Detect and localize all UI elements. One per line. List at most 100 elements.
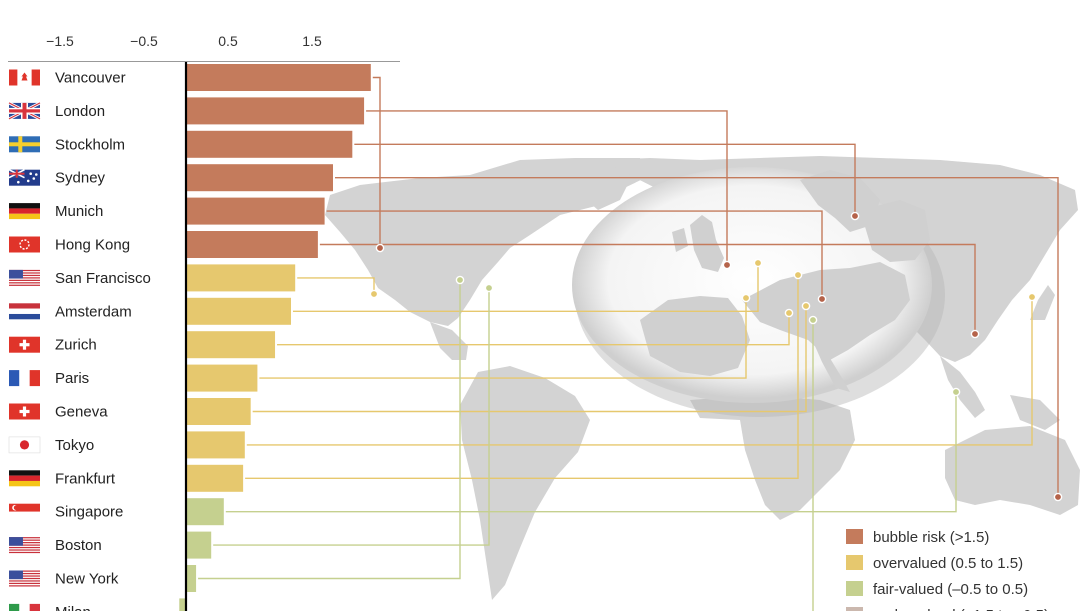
canada-flag-icon <box>9 69 40 86</box>
city-label-boston: Boston <box>55 537 102 554</box>
city-label-tokyo: Tokyo <box>55 437 94 454</box>
city-label-milan: Milan <box>55 604 91 611</box>
connector-new-york <box>198 280 461 580</box>
legend: bubble risk (>1.5) overvalued (0.5 to 1.5… <box>846 529 1049 611</box>
italy-flag-icon <box>9 603 40 611</box>
bar-munich <box>186 197 325 225</box>
x-axis: −1.5 −0.5 0.5 1.5 <box>8 33 400 62</box>
city-labels: Vancouver London Stockholm Sydney Munich Hong… <box>55 70 151 611</box>
connector-milan <box>812 320 814 611</box>
connector-vancouver <box>372 76 381 248</box>
connector-sydney <box>335 177 1059 497</box>
dot-london <box>722 260 732 270</box>
netherlands-flag-icon <box>9 303 40 320</box>
x-tick-label: 1.5 <box>302 33 322 49</box>
bar-paris <box>186 364 258 392</box>
usa-flag-icon <box>9 537 40 554</box>
switzerland-flag-icon <box>9 336 40 353</box>
city-label-paris: Paris <box>55 370 89 387</box>
bar-sydney <box>186 164 333 192</box>
bars-group <box>179 61 371 611</box>
dot-boston <box>484 283 494 293</box>
bar-amsterdam <box>186 297 291 325</box>
dot-tokyo <box>1027 292 1037 302</box>
france-flag-icon <box>9 370 40 387</box>
dot-munich <box>817 294 827 304</box>
city-label-san-francisco: San Francisco <box>55 270 151 287</box>
city-label-sydney: Sydney <box>55 170 106 187</box>
sweden-flag-icon <box>9 136 40 153</box>
legend-label-under: undervalued (–1.5 to –0.5) <box>873 607 1049 611</box>
connector-san-francisco <box>297 277 375 294</box>
bar-san-francisco <box>186 264 296 292</box>
japan-flag-icon <box>8 436 41 454</box>
city-label-munich: Munich <box>55 203 103 220</box>
singapore-flag-icon <box>9 503 40 520</box>
x-tick-label: −1.5 <box>46 33 74 49</box>
bar-singapore <box>186 498 224 526</box>
bar-geneva <box>186 398 251 425</box>
bar-boston <box>186 531 212 559</box>
bar-new-york <box>186 565 197 592</box>
dot-san-francisco <box>369 289 379 299</box>
connector-london <box>366 110 728 265</box>
dot-new-york <box>455 275 465 285</box>
dot-frankfurt <box>793 270 803 280</box>
bar-london <box>186 97 365 125</box>
connector-paris <box>259 298 747 379</box>
bar-hong-kong <box>186 231 318 258</box>
germany-flag-icon <box>9 470 40 487</box>
usa-flag-icon <box>9 570 40 587</box>
uk-flag-icon <box>8 101 41 121</box>
city-label-vancouver: Vancouver <box>55 70 126 87</box>
connector-stockholm <box>354 143 856 216</box>
dot-paris <box>741 293 751 303</box>
city-label-zurich: Zurich <box>55 337 97 354</box>
dot-geneva <box>801 301 811 311</box>
connector-tokyo <box>246 297 1033 446</box>
dot-stockholm <box>850 211 860 221</box>
bar-tokyo <box>186 431 245 459</box>
legend-swatch-over <box>846 555 863 570</box>
connector-munich <box>326 210 823 299</box>
switzerland-flag-icon <box>9 403 40 420</box>
australia-flag-icon <box>8 168 40 186</box>
legend-swatch-fair <box>846 581 863 596</box>
connector-lines <box>198 76 1059 611</box>
dot-hong-kong <box>970 329 980 339</box>
legend-swatch-under <box>846 607 863 611</box>
bar-stockholm <box>186 130 353 158</box>
dot-amsterdam <box>753 258 763 268</box>
city-label-hong-kong: Hong Kong <box>55 237 130 254</box>
connector-hong-kong <box>319 243 976 334</box>
legend-label-bubble: bubble risk (>1.5) <box>873 529 989 546</box>
dot-singapore <box>951 387 961 397</box>
city-label-singapore: Singapore <box>55 504 123 521</box>
city-label-stockholm: Stockholm <box>55 136 125 153</box>
bar-zurich <box>186 331 276 359</box>
city-label-frankfurt: Frankfurt <box>55 470 116 487</box>
bar-frankfurt <box>186 464 244 492</box>
legend-label-fair: fair-valued (–0.5 to 0.5) <box>873 581 1028 598</box>
x-tick-label: −0.5 <box>130 33 158 49</box>
location-dots <box>369 211 1063 502</box>
connector-boston <box>213 288 490 546</box>
city-label-geneva: Geneva <box>55 404 108 421</box>
connector-frankfurt <box>245 275 799 479</box>
hongkong-flag-icon <box>9 236 40 253</box>
city-label-new-york: New York <box>55 571 119 588</box>
usa-flag-icon <box>9 269 40 286</box>
flags-group <box>8 69 41 611</box>
connector-zurich <box>277 313 790 346</box>
city-label-london: London <box>55 103 105 120</box>
connector-singapore <box>225 392 957 513</box>
legend-label-over: overvalued (0.5 to 1.5) <box>873 555 1023 572</box>
bar-milan <box>179 598 186 611</box>
connector-geneva <box>252 306 807 413</box>
connector-amsterdam <box>293 263 759 312</box>
germany-flag-icon <box>9 203 40 220</box>
city-label-amsterdam: Amsterdam <box>55 303 132 320</box>
legend-swatch-bubble <box>846 529 863 544</box>
world-map <box>325 156 1080 600</box>
